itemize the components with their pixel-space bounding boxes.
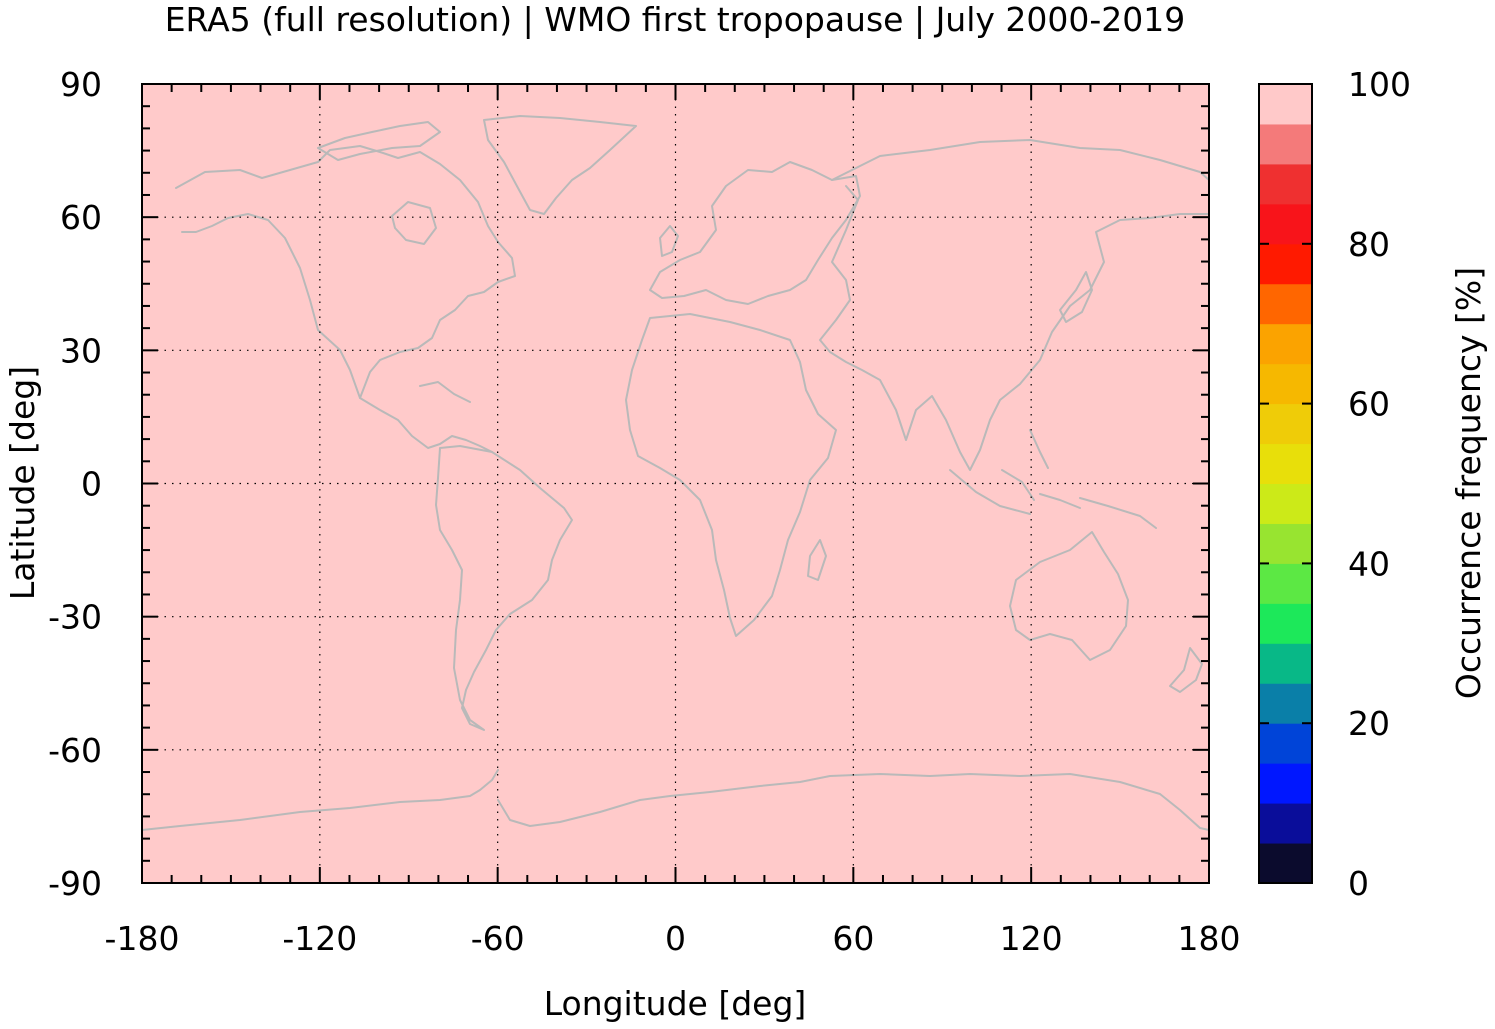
plot-area — [141, 83, 1210, 884]
coastline-asia — [819, 139, 1210, 471]
colorbar-ticks — [1259, 83, 1312, 884]
x-tick-label: -60 — [471, 919, 525, 958]
colorbar-level — [1259, 283, 1312, 325]
coastline-hudson-bay — [391, 201, 437, 245]
coastline-north-america — [175, 145, 516, 399]
coastline-antarctica — [141, 769, 1210, 831]
colorbar-level — [1259, 603, 1312, 644]
coastline-new-zealand — [1169, 647, 1203, 693]
colorbar-level — [1259, 403, 1312, 445]
coastline-caribbean — [419, 381, 471, 403]
y-tick-label: 30 — [60, 331, 102, 370]
y-axis-label: Latitude [deg] — [3, 366, 42, 600]
grid-lines — [142, 84, 1209, 883]
coastline-madagascar — [807, 539, 827, 581]
colorbar-level — [1259, 163, 1312, 205]
coastline-australia — [1009, 531, 1129, 661]
coastline-central-america — [359, 397, 493, 453]
colorbar-level — [1259, 243, 1312, 285]
x-axis-label: Longitude [deg] — [544, 984, 807, 1023]
colorbar-level — [1259, 763, 1312, 804]
colorbar-level — [1259, 443, 1312, 484]
colorbar-level — [1259, 84, 1312, 125]
y-tick-label: -90 — [48, 864, 102, 903]
colorbar-level — [1259, 203, 1312, 245]
colorbar-level — [1259, 803, 1312, 844]
chart-title: ERA5 (full resolution) | WMO first tropo… — [165, 0, 1186, 39]
colorbar-level — [1259, 643, 1312, 684]
x-tick-label: 60 — [832, 919, 874, 958]
x-tick-labels: -180 -120 -60 0 60 120 180 — [105, 919, 1241, 958]
coastline-britain — [659, 225, 679, 257]
x-tick-label: 0 — [665, 919, 686, 958]
coastline-canadian-archipelago — [317, 121, 441, 161]
colorbar-tick-labels: 0 20 40 60 80 100 — [1348, 65, 1411, 903]
coastline-japan — [1059, 271, 1093, 323]
coastline-south-america — [435, 445, 573, 731]
colorbar-level — [1259, 523, 1312, 564]
y-tick-label: 90 — [60, 65, 102, 104]
colorbar — [1258, 83, 1313, 884]
colorbar-frame — [1258, 83, 1313, 884]
coastline-africa — [625, 313, 837, 637]
colorbar-level — [1259, 723, 1312, 764]
colorbar-level — [1259, 563, 1312, 604]
x-tick-label: 180 — [1178, 919, 1241, 958]
y-tick-label: -30 — [48, 598, 102, 637]
x-tick-label: 120 — [1000, 919, 1063, 958]
y-tick-label: -60 — [48, 731, 102, 770]
colorbar-tick-label: 80 — [1348, 225, 1390, 264]
colorbar-level — [1259, 363, 1312, 405]
coastline-indonesia — [949, 429, 1157, 529]
x-tick-label: -180 — [105, 919, 180, 958]
colorbar-tick-label: 40 — [1348, 544, 1390, 583]
colorbar-tick-label: 20 — [1348, 704, 1390, 743]
colorbar-level — [1259, 683, 1312, 724]
colorbar-tick-label: 60 — [1348, 385, 1390, 424]
coastlines — [141, 115, 1210, 831]
y-tick-label: 0 — [81, 465, 102, 504]
plot-frame — [141, 83, 1210, 884]
y-tick-label: 60 — [60, 198, 102, 237]
y-tick-labels: -90 -60 -30 0 30 60 90 — [48, 65, 102, 903]
colorbar-level — [1259, 483, 1312, 524]
colorbar-level — [1259, 843, 1312, 884]
colorbar-tick-label: 0 — [1348, 864, 1369, 903]
coastline-greenland — [483, 115, 637, 215]
x-tick-label: -120 — [282, 919, 357, 958]
colorbar-level — [1259, 123, 1312, 165]
coastline-europe — [649, 161, 861, 305]
colorbar-label: Occurrence frequency [%] — [1449, 267, 1488, 699]
colorbar-tick-label: 100 — [1348, 65, 1411, 104]
colorbar-level — [1259, 323, 1312, 365]
